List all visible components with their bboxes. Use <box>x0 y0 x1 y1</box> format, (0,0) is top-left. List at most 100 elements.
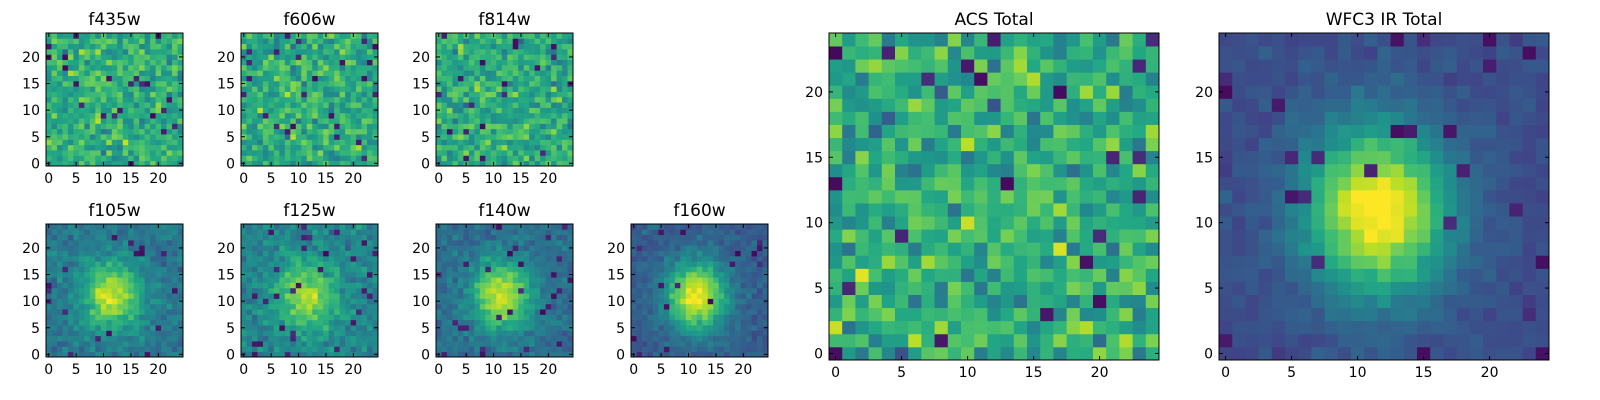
heatmap-cell <box>463 245 470 251</box>
heatmap-cell <box>441 43 448 50</box>
heatmap-cell <box>457 96 464 103</box>
heatmap-cell <box>501 150 508 156</box>
heatmap-cell <box>641 229 648 236</box>
heatmap-cell <box>345 239 351 246</box>
heatmap-cell <box>312 33 319 39</box>
heatmap-cell <box>356 325 362 331</box>
heatmap-cell <box>73 234 80 241</box>
heatmap-cell <box>89 144 96 151</box>
heatmap-cell <box>172 48 178 55</box>
heatmap-cell <box>73 75 80 82</box>
heatmap-cell <box>257 250 264 257</box>
heatmap-cell <box>735 255 741 262</box>
heatmap-cell <box>474 160 481 167</box>
heatmap-cell <box>144 144 151 151</box>
heatmap-cell <box>144 64 151 71</box>
heatmap-cell <box>356 277 362 283</box>
heatmap-cell <box>507 43 514 50</box>
heatmap-cell <box>702 351 709 358</box>
heatmap-cell <box>328 64 335 71</box>
heatmap-cell <box>512 261 519 267</box>
heatmap-cell <box>562 351 568 358</box>
heatmap-cell <box>241 330 247 337</box>
heatmap-cell <box>361 250 368 257</box>
heatmap-cell <box>257 96 264 103</box>
heatmap-cell <box>150 160 156 167</box>
heatmap-cell <box>523 144 530 151</box>
heatmap-cell <box>139 123 146 130</box>
heatmap-cell <box>680 319 687 326</box>
heatmap-cell <box>567 255 574 262</box>
heatmap-cell <box>485 102 492 108</box>
heatmap-cell <box>323 261 330 267</box>
heatmap-cell <box>334 341 341 347</box>
heatmap-cell <box>306 282 313 289</box>
heatmap-cell <box>691 319 698 326</box>
heatmap-cell <box>262 266 269 273</box>
heatmap-cell <box>713 346 720 353</box>
heatmap-cell <box>372 144 379 151</box>
heatmap-cell <box>729 330 736 337</box>
heatmap-cell <box>117 91 124 98</box>
heatmap-cell <box>562 155 568 162</box>
heatmap-cell <box>139 144 146 151</box>
heatmap-cell <box>268 80 275 87</box>
heatmap-cell <box>117 341 124 347</box>
heatmap-cell <box>496 107 503 114</box>
x-tick-label: 10 <box>290 171 308 187</box>
heatmap-cell <box>729 224 736 230</box>
heatmap-cell <box>56 282 63 289</box>
heatmap-cell <box>1066 320 1081 335</box>
heatmap-cell <box>246 282 253 289</box>
heatmap-cell <box>762 266 769 273</box>
heatmap-cell <box>122 351 129 358</box>
heatmap-cell <box>139 271 146 278</box>
heatmap-cell <box>641 351 648 358</box>
heatmap-cell <box>446 255 453 262</box>
heatmap-cell <box>172 150 178 156</box>
heatmap-cell <box>551 287 557 294</box>
heatmap-cell <box>241 314 247 321</box>
heatmap-cell <box>757 229 763 236</box>
heatmap-cell <box>139 128 146 135</box>
heatmap-cell <box>339 351 346 358</box>
heatmap-cell <box>501 282 508 289</box>
heatmap-cell <box>128 80 135 87</box>
heatmap-cell <box>663 341 670 347</box>
heatmap-cell <box>501 59 508 66</box>
heatmap-cell <box>691 303 698 310</box>
heatmap-cell <box>631 319 637 326</box>
heatmap-cell <box>78 229 85 236</box>
heatmap-cell <box>166 155 173 162</box>
heatmap-cell <box>545 91 552 98</box>
heatmap-cell <box>133 271 140 278</box>
heatmap-cell <box>317 64 324 71</box>
heatmap-cell <box>512 234 519 241</box>
heatmap-cell <box>273 346 280 353</box>
heatmap-cell <box>512 134 519 140</box>
heatmap-cell <box>474 112 481 119</box>
heatmap-cell <box>51 298 58 305</box>
heatmap-cell <box>501 48 508 55</box>
heatmap-cell <box>78 155 85 162</box>
heatmap-cell <box>46 266 52 273</box>
heatmap-cell <box>150 144 156 151</box>
heatmap-cell <box>166 139 173 146</box>
heatmap-cell <box>150 282 156 289</box>
heatmap-cell <box>144 33 151 39</box>
heatmap-cell <box>463 43 470 50</box>
heatmap-cell <box>452 43 459 50</box>
heatmap-cell <box>436 319 442 326</box>
heatmap-cell <box>251 59 258 66</box>
heatmap-cell <box>56 144 63 151</box>
heatmap-cell <box>479 38 486 45</box>
heatmap-cell <box>551 43 557 50</box>
heatmap-cell <box>328 287 335 294</box>
heatmap-cell <box>334 80 341 87</box>
heatmap-cell <box>751 277 758 283</box>
heatmap-cell <box>166 118 173 124</box>
heatmap-cell <box>312 139 319 146</box>
heatmap-cell <box>446 229 453 236</box>
heatmap-cell <box>479 96 486 103</box>
